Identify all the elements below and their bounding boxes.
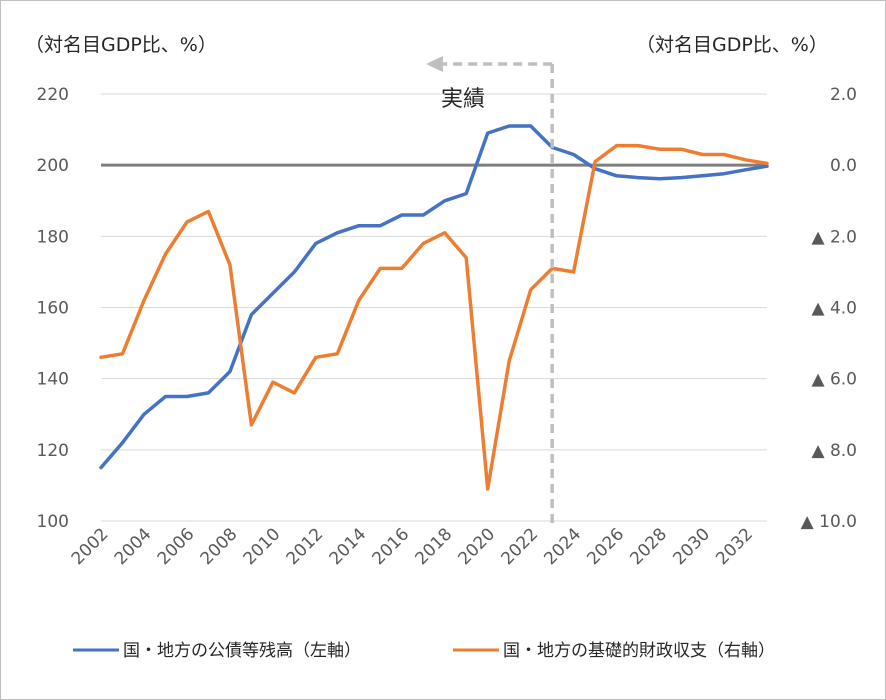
right-tick-label: 0.0	[830, 156, 857, 176]
x-tick-label: 2032	[712, 524, 757, 569]
right-tick-label: ▲ 8.0	[811, 441, 857, 461]
x-tick-label: 2024	[540, 524, 585, 569]
left-tick-label: 160	[37, 299, 69, 319]
x-tick-label: 2030	[669, 524, 714, 569]
x-tick-label: 2026	[583, 524, 628, 569]
legend: 国・地方の公債等残高（左軸） 国・地方の基礎的財政収支（右軸）	[73, 641, 775, 661]
right-axis-unit: （対名目GDP比、%）	[636, 34, 828, 56]
left-axis-unit: （対名目GDP比、%）	[25, 34, 217, 56]
right-axis-tick-labels: ▲ 10.0 ▲ 8.0 ▲ 6.0 ▲ 4.0 ▲ 2.0 0.0 2.0	[801, 85, 857, 532]
right-tick-label: ▲ 4.0	[811, 299, 857, 319]
x-tick-label: 2018	[412, 524, 457, 569]
series-line-primary-balance	[99, 143, 769, 491]
x-tick-label: 2028	[626, 524, 671, 569]
x-tick-label: 2022	[497, 524, 542, 569]
actual-period-marker-group	[426, 56, 554, 523]
x-tick-label: 2020	[455, 524, 500, 569]
x-tick-label: 2002	[68, 524, 113, 569]
left-tick-label: 120	[37, 441, 69, 461]
actual-period-arrow-head	[426, 56, 443, 72]
x-tick-label: 2012	[283, 524, 328, 569]
gridlines	[101, 93, 767, 522]
x-tick-label: 2006	[154, 524, 199, 569]
x-tick-label: 2014	[326, 524, 371, 569]
right-tick-label: ▲ 2.0	[811, 227, 857, 247]
right-tick-label: ▲ 6.0	[811, 370, 857, 390]
left-tick-label: 140	[37, 370, 69, 390]
x-tick-label: 2010	[240, 524, 285, 569]
left-tick-label: 200	[37, 156, 69, 176]
left-tick-label: 220	[37, 85, 69, 105]
x-tick-label: 2016	[369, 524, 414, 569]
series-line-debt	[99, 124, 769, 470]
legend-label-primary-balance: 国・地方の基礎的財政収支（右軸）	[503, 641, 775, 661]
x-tick-label: 2004	[111, 524, 156, 569]
right-tick-label: ▲ 10.0	[801, 512, 857, 532]
x-tick-label: 2008	[197, 524, 242, 569]
left-tick-label: 100	[37, 512, 69, 532]
left-tick-label: 180	[37, 227, 69, 247]
left-axis-tick-labels: 100 120 140 160 180 200 220	[37, 85, 69, 532]
actual-annotation: 実績	[441, 87, 485, 112]
right-tick-label: 2.0	[830, 85, 857, 105]
legend-label-debt: 国・地方の公債等残高（左軸）	[123, 641, 361, 661]
x-axis-tick-labels: 2002200420062008201020122014201620182020…	[68, 524, 757, 569]
series-group	[99, 124, 769, 491]
